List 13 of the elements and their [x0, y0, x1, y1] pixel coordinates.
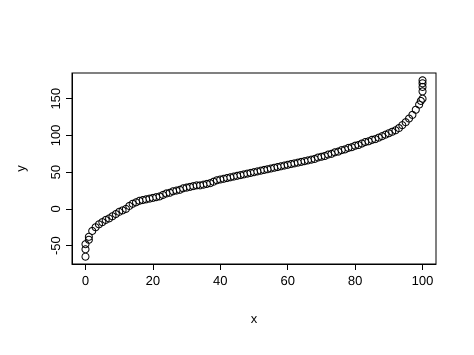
y-tick-label: 100	[48, 124, 63, 146]
y-tick-label: 150	[48, 88, 63, 110]
y-axis-title: y	[13, 164, 28, 172]
y-tick-label: -50	[48, 236, 63, 256]
x-axis-title: x	[250, 311, 258, 326]
y-tick-label: 50	[48, 164, 63, 180]
x-tick-label: 80	[348, 273, 362, 288]
x-tick-label: 40	[213, 273, 228, 288]
x-tick-label: 60	[280, 273, 295, 288]
x-tick-label: 100	[412, 273, 434, 288]
y-tick-label: 0	[48, 205, 63, 213]
x-tick-label: 20	[146, 273, 160, 288]
x-tick-label: 0	[82, 273, 90, 288]
